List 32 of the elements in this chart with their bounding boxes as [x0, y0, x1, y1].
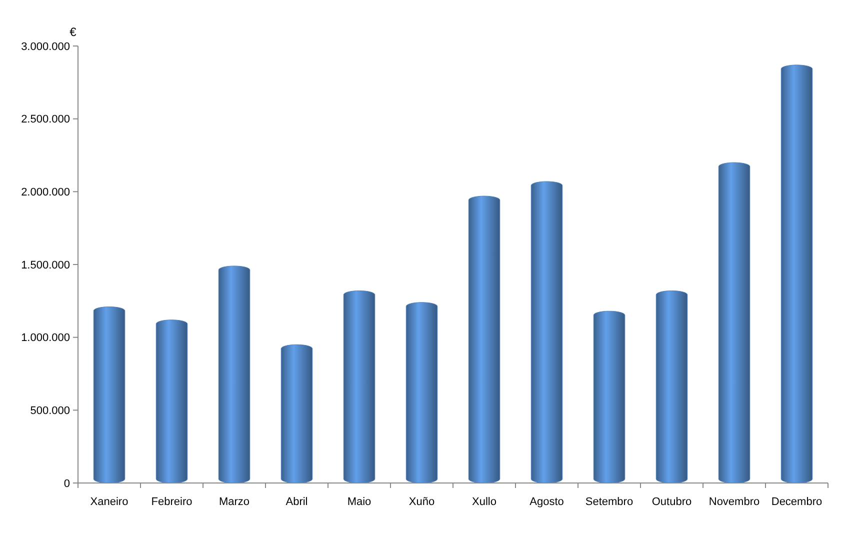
bar: [530, 181, 563, 484]
bar: [780, 64, 813, 484]
x-tick-label: Outubro: [652, 496, 692, 508]
bar: [406, 302, 438, 484]
y-tick-label: 500.000: [30, 405, 70, 418]
y-tick-label: 1.000.000: [21, 332, 70, 344]
x-tick-label: Novembro: [708, 496, 760, 508]
y-tick-label: 3.000.000: [21, 40, 70, 53]
bar: [718, 162, 750, 484]
bar: [280, 344, 313, 484]
y-tick-label: 1.500.000: [21, 259, 70, 272]
x-tick-label: Xullo: [472, 496, 496, 508]
x-tick-label: Agosto: [530, 496, 564, 508]
bar: [93, 306, 126, 484]
x-tick-label: Febreiro: [151, 496, 192, 508]
x-tick-label: Maio: [347, 496, 372, 508]
bar: [656, 290, 688, 484]
x-tick-label: Marzo: [218, 496, 250, 508]
bar: [218, 266, 250, 484]
y-tick-label: 2.500.000: [21, 114, 70, 126]
y-tick-label: 2.000.000: [21, 186, 70, 199]
x-tick-label: Xaneiro: [90, 496, 128, 508]
bar: [343, 290, 376, 484]
x-tick-label: Decembro: [771, 496, 822, 508]
x-tick-label: Setembro: [585, 496, 634, 508]
x-tick-label: Xuño: [408, 496, 435, 508]
bar: [468, 196, 500, 484]
x-tick-label: Abril: [286, 496, 308, 508]
y-tick-label: 0: [64, 478, 70, 490]
y-axis-title: €: [70, 25, 77, 39]
bar: [156, 320, 188, 484]
bar: [593, 310, 626, 484]
